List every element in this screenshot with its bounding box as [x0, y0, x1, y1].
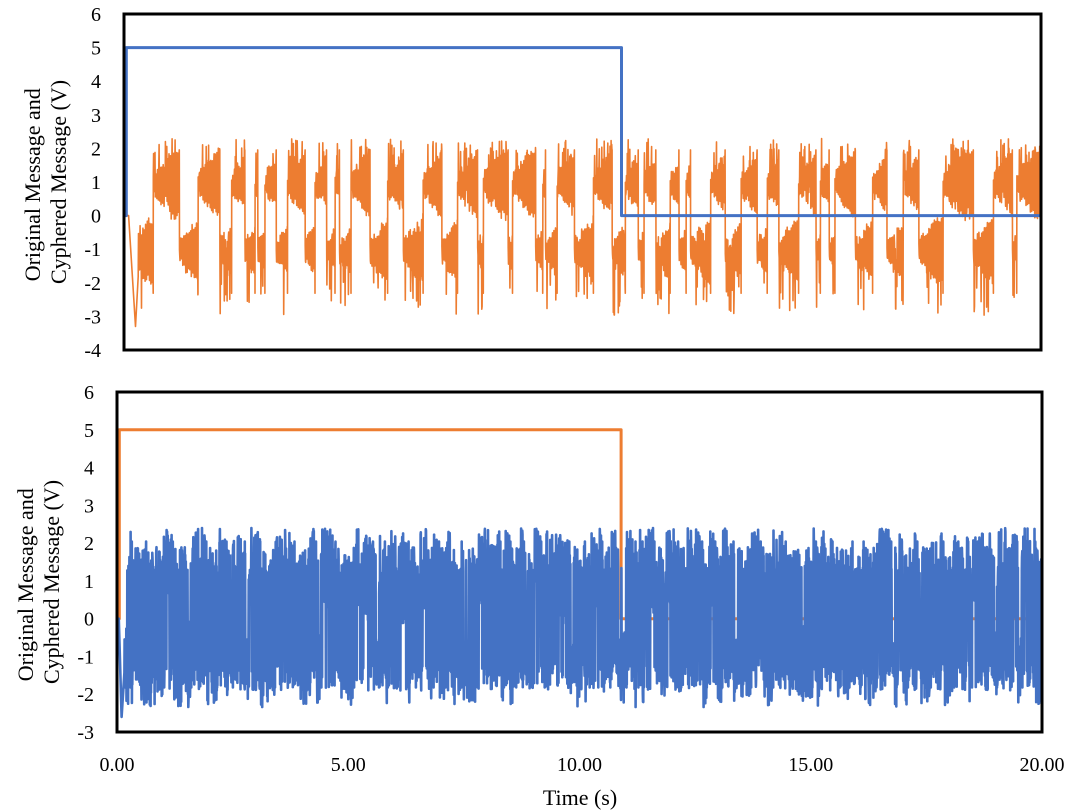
bottom-series-layer — [117, 428, 1044, 719]
bottom-y-axis-title-line1: Original Message and — [13, 488, 38, 681]
top-y-tick-labels: -4 -3 -2 -1 0 1 2 3 4 5 6 — [84, 4, 101, 362]
top-y-tick-label: 3 — [91, 105, 101, 127]
top-y-tick-label: -2 — [84, 273, 101, 295]
bottom-x-tick-label: 10.00 — [557, 754, 602, 776]
bottom-chart: -3 -2 -1 0 1 2 3 4 5 6 0.00 5.00 10.00 15.00 20.00 Or… — [13, 382, 1065, 810]
top-y-tick-label: 4 — [91, 71, 101, 93]
top-y-axis-title-line1: Original Message and — [20, 88, 45, 281]
top-y-tick-label: -1 — [84, 239, 101, 261]
bottom-y-tick-label: -1 — [77, 646, 94, 668]
bottom-y-tick-label: 3 — [84, 495, 94, 517]
top-y-tick-label: 2 — [91, 138, 101, 160]
top-series-square-line — [124, 46, 1041, 218]
bottom-y-tick-label: 4 — [84, 458, 94, 480]
bottom-y-axis-title: Original Message and Cyphered Message (V… — [13, 480, 64, 684]
top-y-tick-label: -4 — [84, 340, 101, 362]
top-plot-frame — [122, 12, 1043, 352]
top-series-layer — [124, 46, 1042, 328]
bottom-x-tick-label: 5.00 — [331, 754, 366, 776]
top-chart: -4 -3 -2 -1 0 1 2 3 4 5 6 Original Message and Cyp… — [20, 4, 1043, 362]
bottom-x-tick-label: 0.00 — [100, 754, 135, 776]
bottom-x-tick-label: 15.00 — [788, 754, 833, 776]
top-series-chaotic-line — [124, 137, 1042, 328]
bottom-x-tick-labels: 0.00 5.00 10.00 15.00 20.00 — [100, 754, 1065, 776]
bottom-y-tick-label: -3 — [77, 722, 94, 744]
bottom-y-tick-label: 5 — [84, 420, 94, 442]
top-y-tick-label: 0 — [91, 206, 101, 228]
bottom-y-tick-label: 2 — [84, 533, 94, 555]
top-y-tick-label: 1 — [91, 172, 101, 194]
bottom-y-tick-label: 6 — [84, 382, 94, 404]
bottom-y-tick-label: -2 — [77, 684, 94, 706]
top-y-tick-label: 6 — [91, 4, 101, 26]
bottom-y-tick-label: 0 — [84, 609, 94, 631]
bottom-x-tick-label: 20.00 — [1020, 754, 1065, 776]
bottom-y-axis-title-line2: Cyphered Message (V) — [39, 480, 64, 684]
top-y-axis-title-line2: Cyphered Message (V) — [46, 80, 71, 284]
top-y-axis-title: Original Message and Cyphered Message (V… — [20, 80, 71, 284]
bottom-x-axis-title: Time (s) — [543, 785, 617, 810]
bottom-series-chaotic-line — [117, 526, 1044, 719]
bottom-y-tick-labels: -3 -2 -1 0 1 2 3 4 5 6 — [77, 382, 94, 744]
top-y-tick-label: -3 — [84, 306, 101, 328]
bottom-plot-frame — [115, 390, 1044, 734]
top-y-tick-label: 5 — [91, 38, 101, 60]
bottom-y-tick-label: 1 — [84, 571, 94, 593]
